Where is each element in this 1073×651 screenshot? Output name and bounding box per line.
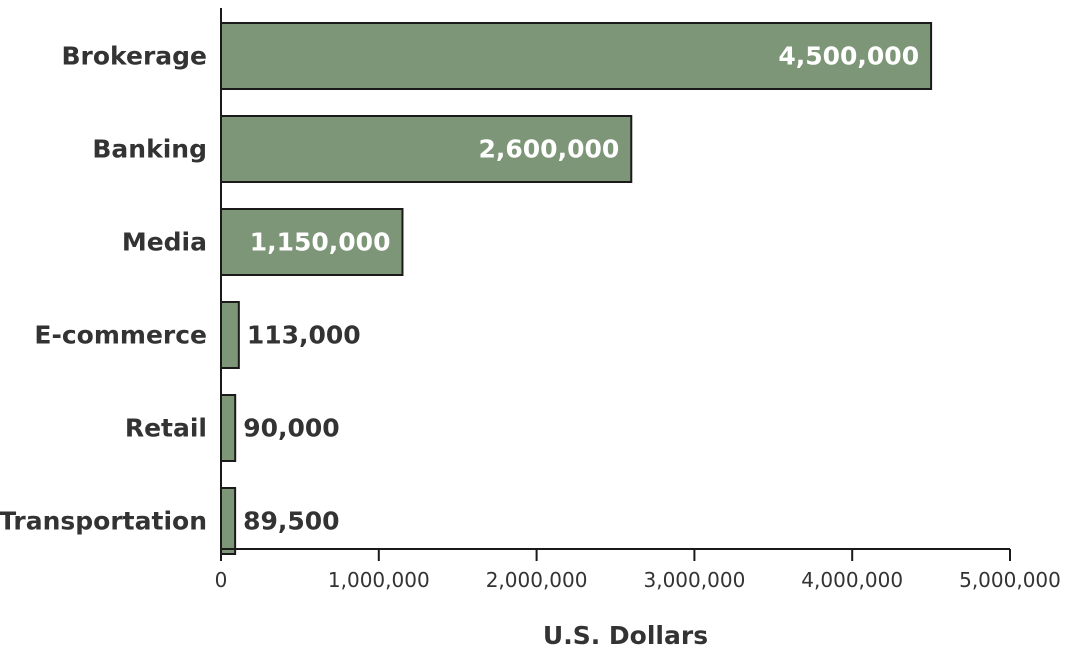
bar-brokerage: [220, 22, 933, 90]
bar-media: [220, 208, 404, 276]
x-tick-label: 4,000,000: [801, 568, 903, 592]
x-ticks-group: 0 1,000,000 2,000,000 3,000,000 4,000,000 5,0…: [215, 549, 1061, 592]
category-label: E-commerce: [34, 321, 207, 350]
category-labels-group: Brokerage Banking Media E-commerce Retail Tra…: [0, 42, 207, 536]
data-label: 2,600,000: [479, 135, 620, 164]
bar-retail: [220, 394, 237, 462]
bars-group: 4,500,000 2,600,000 1,150,000 113,000 90,000…: [220, 22, 933, 555]
category-label: Brokerage: [61, 42, 207, 71]
category-label: Retail: [125, 414, 207, 443]
bar-transportation: [220, 487, 237, 555]
data-label: 4,500,000: [778, 42, 919, 71]
x-tick-label: 5,000,000: [959, 568, 1061, 592]
data-label: 1,150,000: [250, 228, 391, 257]
category-label: Media: [122, 228, 207, 257]
bar-e-commerce: [220, 301, 240, 369]
bar-banking: [220, 115, 633, 183]
x-axis-title: U.S. Dollars: [543, 621, 708, 650]
data-label: 89,500: [243, 507, 339, 536]
data-label: 113,000: [247, 321, 361, 350]
x-tick-label: 1,000,000: [328, 568, 430, 592]
x-tick-label: 0: [215, 568, 228, 592]
x-tick-label: 2,000,000: [486, 568, 588, 592]
category-label: Banking: [92, 135, 207, 164]
axes-group: [220, 8, 1010, 550]
data-label: 90,000: [243, 414, 339, 443]
category-label: Transportation: [0, 507, 207, 536]
x-tick-label: 3,000,000: [644, 568, 746, 592]
